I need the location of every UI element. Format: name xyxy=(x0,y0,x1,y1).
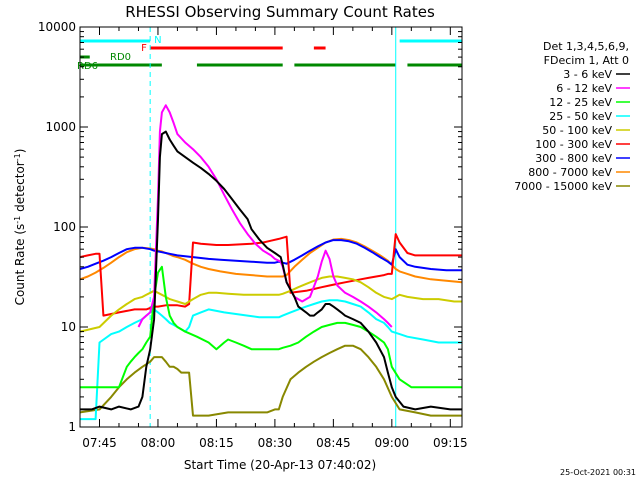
series-line-100-300-keV xyxy=(79,233,462,317)
y-axis-label-mid: detector xyxy=(13,161,27,216)
flag-bars: NF RD0 RD6 xyxy=(77,35,462,72)
x-tick-label: 07:45 xyxy=(82,436,117,450)
series-line-300-800-keV xyxy=(79,239,462,272)
x-tick-label: 08:30 xyxy=(258,436,293,450)
y-tick-label: 1 xyxy=(68,420,76,434)
chart-title: RHESSI Observing Summary Count Rates xyxy=(125,3,435,21)
night-flag-label: N xyxy=(154,35,161,46)
x-tick-label: 08:45 xyxy=(316,436,351,450)
axes: 07:45 08:00 08:15 08:30 08:45 09:00 09:15 1 10 10… xyxy=(38,20,468,450)
series-line-7000-15000-keV xyxy=(79,344,462,417)
y-axis-label-start: Count Rate (s xyxy=(13,224,27,306)
x-tick-label: 09:00 xyxy=(375,436,410,450)
y-tick-label: 10 xyxy=(61,320,76,334)
series-line-50-100-keV xyxy=(79,275,462,333)
y-axis-label-sup2: -1 xyxy=(13,153,22,161)
series-line-3-6-keV xyxy=(80,130,462,411)
series-lines xyxy=(79,104,463,421)
rd6-flag-label: RD6 xyxy=(77,61,98,72)
legend-header-line-2: FDecim 1, Att 0 xyxy=(544,54,629,67)
legend-label: 800 - 7000 keV xyxy=(528,166,612,179)
legend-label: 25 - 50 keV xyxy=(549,110,612,123)
y-axis-label-end: ) xyxy=(13,149,27,154)
series-line-12-25-keV xyxy=(80,265,462,389)
legend-label: 100 - 300 keV xyxy=(535,138,612,151)
legend-label: 300 - 800 keV xyxy=(535,152,612,165)
legend-label: 3 - 6 keV xyxy=(563,68,612,81)
legend-label: 12 - 25 keV xyxy=(549,96,612,109)
legend-label: 50 - 100 keV xyxy=(542,124,612,137)
x-tick-label: 09:15 xyxy=(433,436,468,450)
y-tick-label: 10000 xyxy=(38,20,76,34)
flare-flag-label: F xyxy=(141,43,147,54)
y-tick-label: 1000 xyxy=(45,120,76,134)
series-line-6-12-keV xyxy=(137,104,393,328)
generation-timestamp: 25-Oct-2021 00:31 xyxy=(560,468,636,477)
legend-label: 6 - 12 keV xyxy=(556,82,612,95)
y-axis-label: Count Rate (s-1 detector-1) xyxy=(13,149,27,306)
x-axis-label: Start Time (20-Apr-13 07:40:02) xyxy=(184,458,376,472)
rd0-flag-label: RD0 xyxy=(110,52,131,63)
x-tick-label: 08:00 xyxy=(141,436,176,450)
legend-label: 7000 - 15000 keV xyxy=(514,180,612,193)
y-axis-label-sup1: -1 xyxy=(13,216,22,224)
y-tick-label: 100 xyxy=(53,220,76,234)
x-tick-label: 08:15 xyxy=(199,436,234,450)
legend-header-line-1: Det 1,3,4,5,6,9, xyxy=(543,40,629,53)
